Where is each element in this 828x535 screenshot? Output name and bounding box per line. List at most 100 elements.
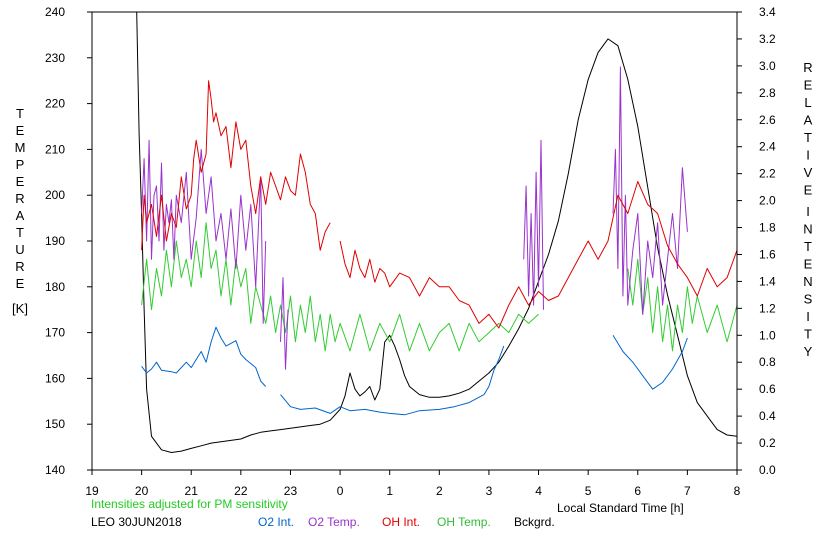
x-tick-label: 3 [486,484,493,498]
y-left-tick-label: 140 [45,463,65,477]
series-line-oh-int [141,80,331,251]
x-axis-title: Local Standard Time [h] [557,501,684,515]
legend-o2-temp: O2 Temp. [308,515,360,529]
y-right-tick-label: 1.2 [759,301,776,315]
y-left-tick-label: 230 [45,51,65,65]
y-right-tick-label: 1.0 [759,328,776,342]
series-line-bckgrd [136,12,737,453]
x-tick-label: 19 [85,484,99,498]
series-line-o2-int [141,326,267,387]
y-left-tick-label: 150 [45,417,65,431]
y-left-title-letter: P [16,157,25,172]
y-left-title-letter: U [15,242,24,257]
y-left-tick-label: 160 [45,371,65,385]
series-line-o2-int [612,335,688,390]
y-right-tick-label: 1.6 [759,247,776,261]
x-tick-label: 20 [135,484,149,498]
x-tick-label: 5 [585,484,592,498]
adjustment-note: Intensities adjusted for PM sensitivity [91,497,288,511]
legend-background: Bckgrd. [514,515,555,529]
station-date-label: LEO 30JUN2018 [91,515,182,529]
y-right-title-letter: E [804,257,813,272]
y-left-title-letter: E [16,276,25,291]
series-line-oh-int [339,181,737,329]
y-right-title-letter: Y [804,344,813,359]
y-right-tick-label: 3.2 [759,32,776,46]
y-left-title-letter: E [16,174,25,189]
series-line-o2-temp [280,277,289,370]
y-right-title-letter: N [803,222,812,237]
y-right-tick-label: 2.8 [759,86,776,100]
y-left-tick-label: 180 [45,280,65,294]
x-tick-label: 0 [337,484,344,498]
series-line-o2-int [280,345,505,416]
y-right-title-letter: E [804,78,813,93]
y-right-tick-label: 2.0 [759,194,776,208]
y-left-tick-label: 210 [45,142,65,156]
x-tick-label: 8 [734,484,741,498]
y-right-title-letter: S [804,292,813,307]
y-right-title-letter: T [804,239,812,254]
y-right-title-letter: I [806,204,810,219]
plot-frame [91,11,738,471]
series-line-oh-temp [627,258,737,352]
y-right-tick-label: 2.2 [759,167,776,181]
y-right-title-letter: I [806,309,810,324]
y-right-tick-label: 2.6 [759,113,776,127]
series-line-o2-temp [612,66,688,315]
y-right-title-letter: A [804,113,813,128]
legend-oh-int: OH Int. [382,515,421,529]
x-tick-label: 22 [234,484,248,498]
series-line-o2-temp [523,139,544,310]
y-right-tick-label: 1.4 [759,274,776,288]
x-tick-label: 1 [386,484,393,498]
x-axis: 19 20 21 22 23 0 1 2 3 4 5 6 7 8 [85,470,741,498]
x-tick-label: 2 [436,484,443,498]
y-left-unit: [K] [12,301,28,316]
y-left-tick-label: 240 [45,5,65,19]
x-tick-label: 21 [185,484,199,498]
y-right-tick-label: 1.8 [759,221,776,235]
y-right-tick-label: 0.2 [759,436,776,450]
y-right-title-letter: I [806,148,810,163]
y-axis-right: 0.0 0.2 0.4 0.6 0.8 1.0 1.2 1.4 1.6 1.8 2.0 2.2 2.4 2… [737,5,776,477]
y-right-tick-label: 0.0 [759,463,776,477]
series-layer [136,12,737,453]
y-right-tick-label: 0.4 [759,409,776,423]
y-right-tick-label: 3.0 [759,59,776,73]
x-tick-label: 6 [634,484,641,498]
y-left-title-letter: A [16,208,25,223]
x-tick-label: 23 [284,484,298,498]
y-right-title-letter: N [803,274,812,289]
y-left-tick-label: 170 [45,326,65,340]
y-right-title-letter: T [804,327,812,342]
series-line-o2-temp [141,139,267,324]
x-tick-label: 4 [535,484,542,498]
y-left-title-letter: R [15,259,24,274]
y-left-tick-label: 190 [45,234,65,248]
y-right-tick-label: 0.6 [759,382,776,396]
legend-oh-temp: OH Temp. [437,515,491,529]
y-left-tick-label: 220 [45,97,65,111]
legend-o2-int: O2 Int. [258,515,295,529]
y-axis-left: 140 150 160 170 180 190 200 210 220 230 240 [45,5,92,477]
y-right-tick-label: 0.8 [759,355,776,369]
y-left-title-letter: T [16,106,24,121]
y-right-title-letter: T [804,130,812,145]
y-right-tick-label: 2.4 [759,140,776,154]
y-left-tick-label: 200 [45,188,65,202]
y-left-title-letter: M [15,140,26,155]
y-right-title-letter: L [804,95,811,110]
x-tick-label: 7 [684,484,691,498]
y-left-title-letter: E [16,123,25,138]
y-right-title-letter: V [804,165,813,180]
y-right-tick-label: 3.4 [759,5,776,19]
series-line-oh-temp [141,222,539,352]
y-right-title-letter: E [804,183,813,198]
y-left-title-letter: T [16,225,24,240]
y-left-title-letter: R [15,191,24,206]
y-right-title-letter: R [803,60,812,75]
